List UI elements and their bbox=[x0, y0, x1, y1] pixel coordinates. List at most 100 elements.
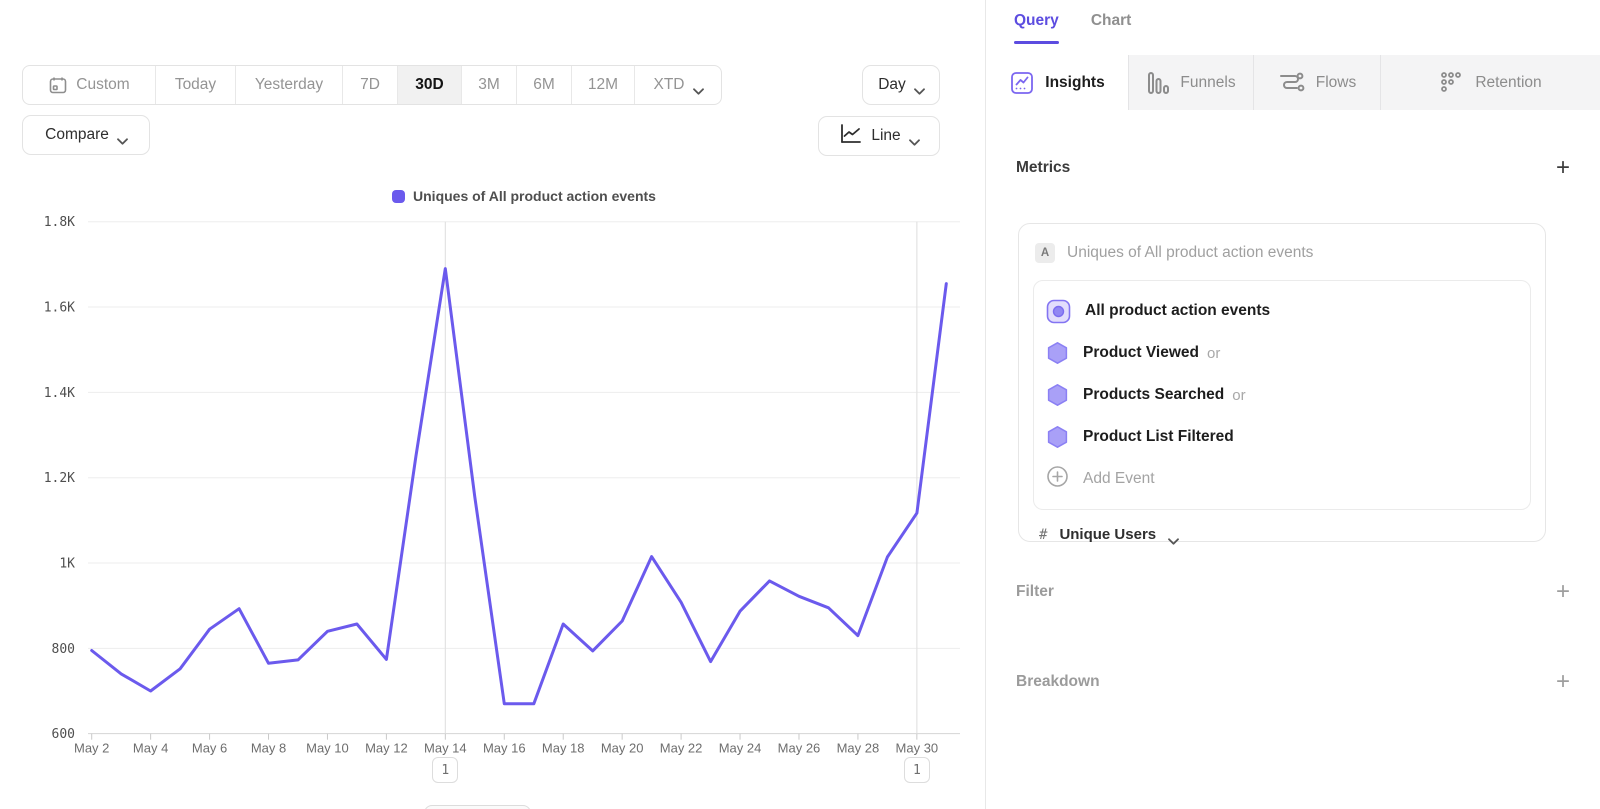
y-axis-tick-label: 1.6K bbox=[44, 301, 75, 316]
event-operator-label: or bbox=[1232, 386, 1246, 404]
panel-divider bbox=[985, 0, 986, 809]
date-range-label: 3M bbox=[478, 76, 500, 93]
add-metric-button[interactable]: + bbox=[1555, 154, 1570, 181]
chevron-down-icon bbox=[908, 133, 920, 146]
date-range-custom[interactable]: Custom bbox=[23, 66, 156, 104]
x-axis-tick-label: May 8 bbox=[251, 741, 286, 756]
legend-label: Uniques of All product action events bbox=[413, 188, 656, 204]
legend-swatch bbox=[392, 189, 406, 203]
event-label: Products Searched bbox=[1083, 386, 1225, 403]
add-breakdown-button[interactable]: + bbox=[1555, 668, 1570, 695]
filter-title: Filter bbox=[1016, 583, 1054, 600]
event-label: Product Viewed bbox=[1083, 344, 1199, 361]
metric-card: A Uniques of All product action events A… bbox=[1018, 223, 1546, 545]
y-axis-tick-label: 1K bbox=[59, 557, 75, 572]
report-tab-label: Flows bbox=[1315, 73, 1357, 91]
funnels-icon bbox=[1146, 70, 1170, 96]
y-axis-tick-label: 1.4K bbox=[44, 386, 75, 401]
line-chart[interactable]: 600 800 1K 1.2K 1.4K 1.6K 1.8K May 2 May 4 May 6 M… bbox=[0, 180, 985, 809]
date-range-label: XTD bbox=[653, 76, 685, 93]
date-range-30d[interactable]: 30D bbox=[398, 66, 462, 104]
granularity-dropdown[interactable]: Day bbox=[862, 65, 940, 105]
date-range-label: 30D bbox=[415, 76, 444, 93]
report-tab-flows[interactable]: Flows bbox=[1254, 55, 1381, 110]
x-axis-tick-label: May 18 bbox=[542, 741, 585, 756]
date-range-3m[interactable]: 3M bbox=[462, 66, 517, 104]
events-card: All product action events Product Viewed o… bbox=[1033, 280, 1531, 510]
report-tab-retention[interactable]: Retention bbox=[1381, 55, 1600, 110]
event-row[interactable]: Product List Filtered bbox=[1046, 416, 1518, 458]
chart-type-dropdown[interactable]: Line bbox=[818, 116, 940, 156]
date-range-12m[interactable]: 12M bbox=[572, 66, 635, 104]
date-range-label: Yesterday bbox=[254, 76, 324, 93]
y-axis-tick-label: 1.8K bbox=[44, 215, 75, 230]
tab-query[interactable]: Query bbox=[1014, 12, 1059, 44]
date-range-6m[interactable]: 6M bbox=[517, 66, 572, 104]
date-range-label: 6M bbox=[533, 76, 555, 93]
annotation-badge[interactable]: 1 bbox=[432, 757, 459, 783]
event-operator-label: or bbox=[1207, 344, 1221, 362]
annotation-badge[interactable]: 1 bbox=[903, 757, 930, 783]
add-event-button[interactable]: Add Event bbox=[1046, 458, 1518, 500]
x-axis-tick-label: May 20 bbox=[601, 741, 644, 756]
report-tab-label: Funnels bbox=[1180, 73, 1236, 91]
retention-icon bbox=[1439, 70, 1465, 96]
x-axis-tick-label: May 16 bbox=[483, 741, 526, 756]
date-range-xtd[interactable]: XTD bbox=[635, 66, 721, 104]
hexagon-icon bbox=[1046, 425, 1069, 449]
date-range-yesterday[interactable]: Yesterday bbox=[236, 66, 343, 104]
hexagon-icon bbox=[1046, 341, 1069, 365]
calendar-icon bbox=[48, 75, 68, 95]
panel-top-tabs: Query Chart bbox=[1014, 12, 1131, 44]
zoom-control-partial[interactable] bbox=[424, 805, 531, 809]
metric-header[interactable]: A Uniques of All product action events bbox=[1033, 238, 1531, 268]
x-axis-tick-label: May 12 bbox=[365, 741, 408, 756]
y-axis-tick-label: 600 bbox=[52, 727, 75, 742]
chevron-down-icon bbox=[1168, 532, 1180, 545]
insights-icon bbox=[1009, 70, 1035, 96]
report-tab-label: Retention bbox=[1475, 73, 1542, 91]
measurement-dropdown[interactable]: # Unique Users bbox=[1033, 526, 1531, 545]
breakdown-title: Breakdown bbox=[1016, 673, 1100, 690]
tab-chart[interactable]: Chart bbox=[1090, 12, 1132, 29]
add-event-label: Add Event bbox=[1083, 470, 1155, 487]
metrics-section-header: Metrics + bbox=[1016, 156, 1570, 180]
line-chart-icon bbox=[839, 123, 863, 150]
query-panel: Query Chart Insights Funnels Flows Retentio… bbox=[986, 0, 1600, 809]
x-axis-tick-label: May 22 bbox=[660, 741, 703, 756]
add-filter-button[interactable]: + bbox=[1555, 578, 1570, 605]
metrics-title: Metrics bbox=[1016, 159, 1071, 176]
x-axis-tick-label: May 2 bbox=[74, 741, 109, 756]
date-range-label: 7D bbox=[360, 76, 380, 93]
event-row[interactable]: All product action events bbox=[1046, 290, 1518, 332]
add-circle-icon bbox=[1046, 465, 1069, 493]
compare-label: Compare bbox=[45, 126, 109, 143]
date-range-label: Custom bbox=[76, 76, 130, 93]
granularity-label: Day bbox=[878, 76, 906, 93]
metric-letter-badge: A bbox=[1035, 243, 1055, 263]
series-line[interactable] bbox=[90, 267, 948, 706]
x-axis-tick-label: May 24 bbox=[719, 741, 762, 756]
metric-name: Uniques of All product action events bbox=[1067, 244, 1314, 261]
measurement-label: Unique Users bbox=[1059, 526, 1157, 543]
x-axis-tick-label: May 4 bbox=[133, 741, 168, 756]
event-list: All product action events Product Viewed o… bbox=[1046, 290, 1518, 458]
x-axis-tick-label: May 30 bbox=[896, 741, 939, 756]
report-tab-funnels[interactable]: Funnels bbox=[1129, 55, 1254, 110]
chevron-down-icon bbox=[913, 82, 925, 95]
compare-dropdown[interactable]: Compare bbox=[22, 115, 150, 155]
date-range-7d[interactable]: 7D bbox=[343, 66, 398, 104]
all-events-icon bbox=[1046, 299, 1071, 324]
hash-icon: # bbox=[1039, 526, 1048, 543]
chart-legend: Uniques of All product action events bbox=[88, 188, 960, 204]
event-row[interactable]: Products Searched or bbox=[1046, 374, 1518, 416]
report-tab-label: Insights bbox=[1045, 73, 1105, 91]
event-label: Product List Filtered bbox=[1083, 428, 1234, 445]
date-range-segmented-control: Custom Today Yesterday 7D 30D 3M 6M 12M XTD bbox=[22, 65, 722, 105]
report-tab-insights[interactable]: Insights bbox=[986, 55, 1129, 110]
date-range-label: 12M bbox=[587, 76, 619, 93]
filter-section-header: Filter + bbox=[1016, 580, 1570, 604]
date-range-today[interactable]: Today bbox=[156, 66, 236, 104]
x-axis-tick-label: May 28 bbox=[837, 741, 880, 756]
event-row[interactable]: Product Viewed or bbox=[1046, 332, 1518, 374]
